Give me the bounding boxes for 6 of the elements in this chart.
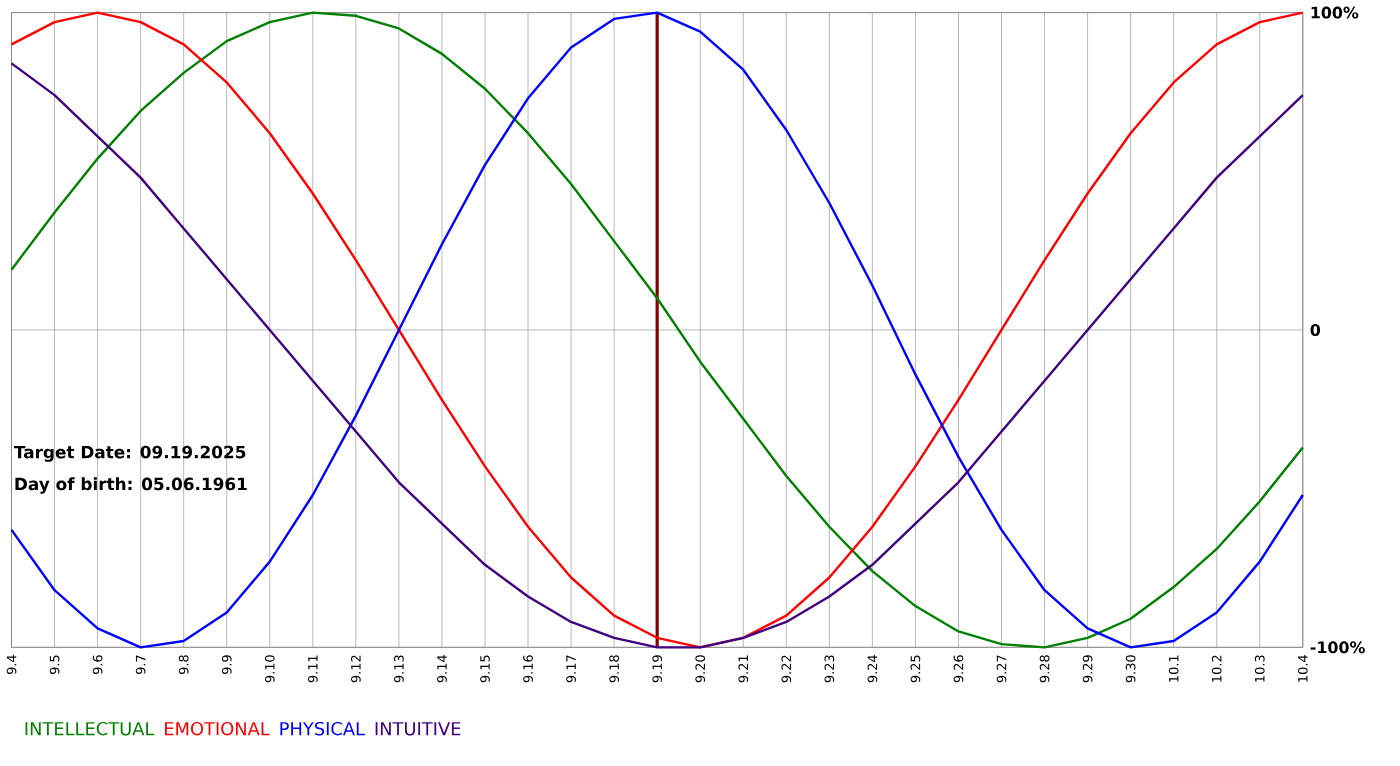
text: EMOTIONAL [165, 721, 270, 736]
text: INTUITIVE [375, 722, 461, 736]
text: PHYSICAL [280, 721, 365, 736]
annotation: Day of birth: 05.06.1961 [15, 477, 247, 494]
text: INTELLECTUAL [25, 721, 155, 736]
annotation: Target Date: 09.19.2025 [13, 445, 246, 462]
